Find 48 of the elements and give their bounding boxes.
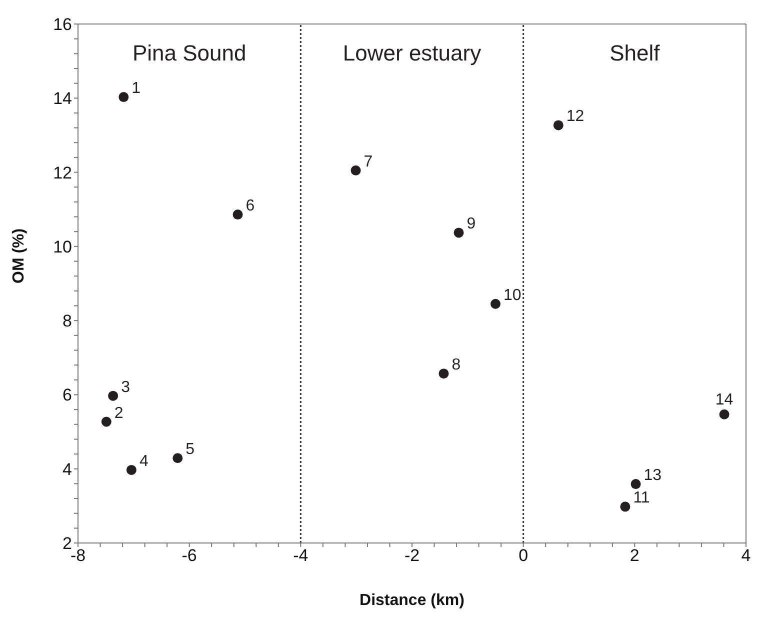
annotation: 5 (186, 441, 195, 458)
x-tick-label: 2 (630, 546, 640, 566)
annotation: Pina Sound (132, 40, 246, 66)
point (620, 502, 630, 512)
annotation: 1 (132, 80, 141, 98)
point (490, 298, 500, 309)
x-axis-title: Distance (km) (360, 592, 464, 609)
point (630, 479, 641, 490)
annotation: 2 (114, 404, 124, 422)
point (438, 368, 449, 379)
y-tick-label: 6 (62, 386, 72, 405)
y-tick-label: 8 (62, 312, 72, 331)
y-tick-label: 16 (53, 15, 72, 34)
annotation: 14 (715, 391, 734, 408)
point (172, 453, 183, 464)
annotation: 13 (644, 467, 662, 484)
annotation: 12 (566, 108, 584, 126)
annotation: Shelf (610, 40, 661, 66)
annotation: 7 (364, 153, 373, 170)
y-tick-label: 4 (62, 460, 72, 479)
annotation: 11 (633, 490, 650, 507)
annotation: 6 (246, 198, 255, 215)
annotation: 10 (504, 286, 522, 304)
point (108, 390, 118, 401)
x-tick-label: -4 (293, 546, 308, 566)
point (719, 409, 730, 420)
point (101, 416, 112, 427)
y-tick-label: 12 (53, 163, 72, 182)
annotation: 4 (139, 452, 148, 470)
y-tick-label: 2 (62, 534, 72, 554)
point (350, 165, 361, 176)
annotation: Lower estuary (342, 40, 482, 66)
point (118, 92, 129, 102)
y-tick-label: 14 (53, 89, 72, 108)
x-tick-label: 4 (741, 546, 751, 566)
annotation: 3 (121, 378, 130, 396)
x-tick-label: 0 (518, 546, 528, 566)
y-axis-title: OM (%) (10, 228, 28, 284)
point (553, 120, 564, 130)
x-tick-label: -6 (182, 546, 197, 566)
point (126, 464, 136, 475)
y-tick-label: 10 (53, 237, 72, 256)
x-tick-label: -8 (70, 546, 86, 566)
annotation: 9 (466, 216, 476, 233)
point (454, 228, 464, 238)
x-tick-label: -2 (404, 546, 420, 566)
annotation: 8 (452, 356, 461, 374)
point (232, 210, 243, 220)
